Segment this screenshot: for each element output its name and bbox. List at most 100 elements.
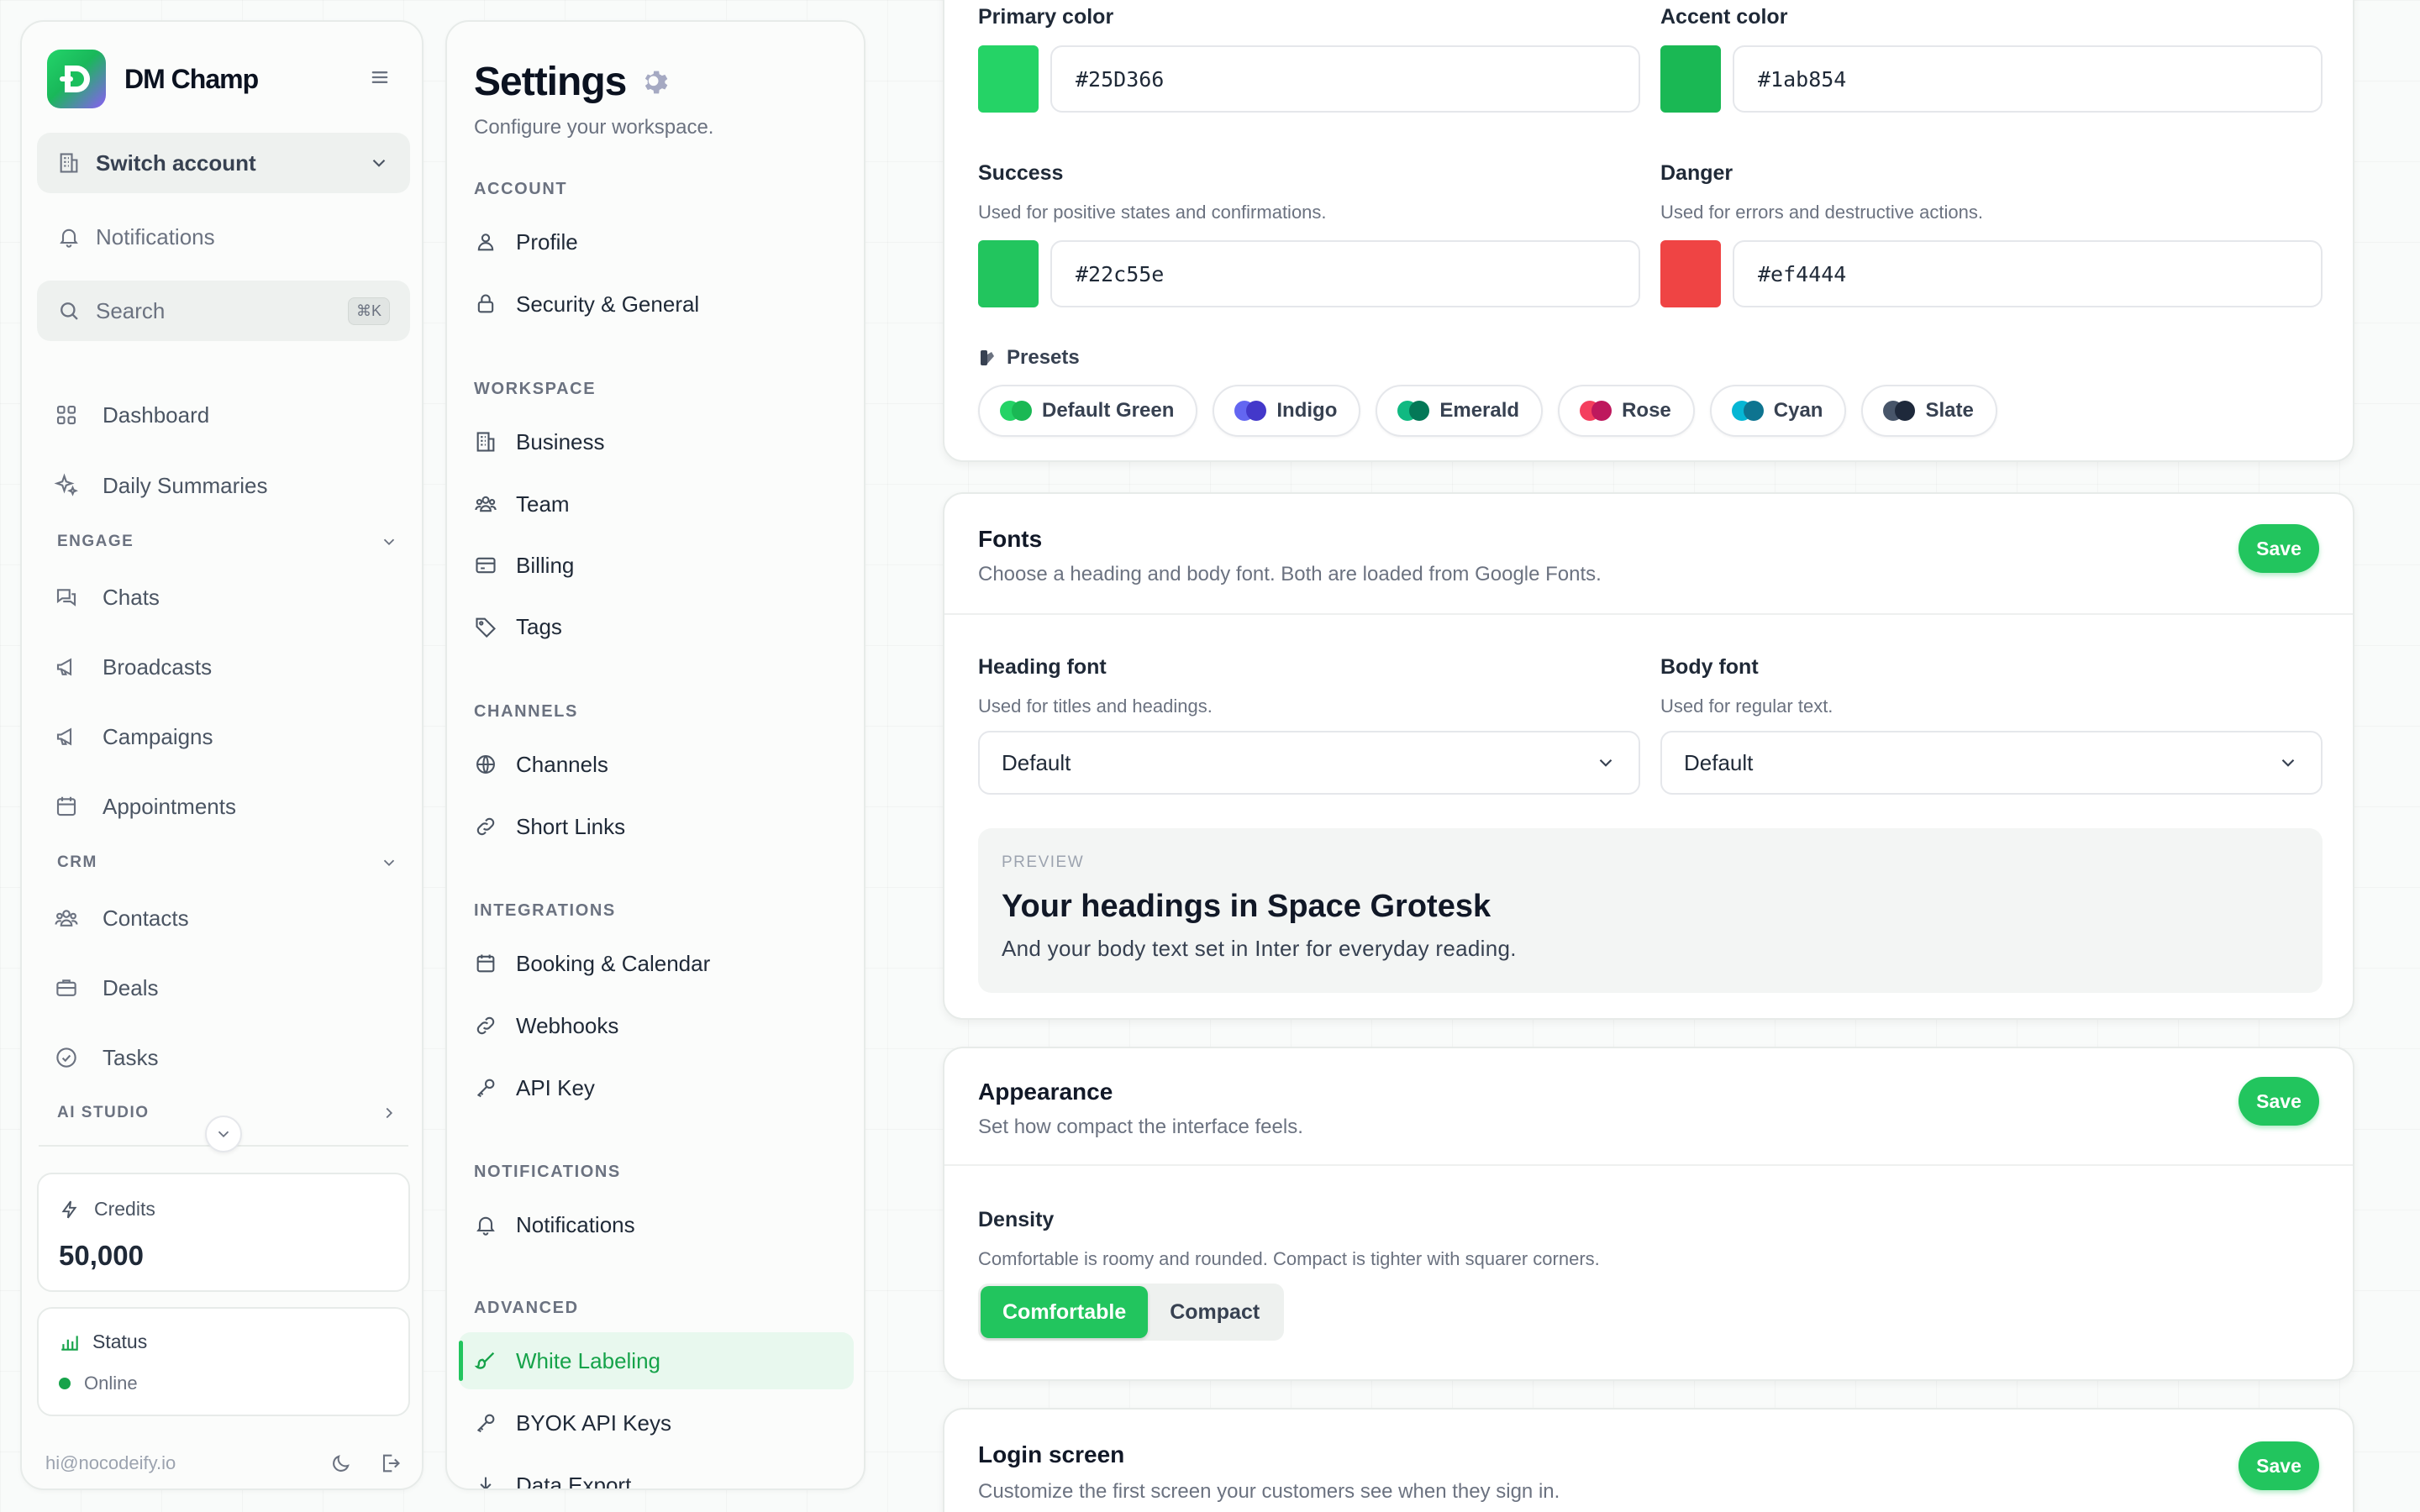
settings-item-label: Team (516, 491, 570, 517)
heading-font-select[interactable]: Default (978, 731, 1640, 795)
sidebar-search[interactable]: Search ⌘K (37, 281, 410, 341)
sidebar-item-appointments[interactable]: Appointments (54, 781, 407, 832)
settings-item-label: Profile (516, 228, 578, 255)
sidebar-item-tasks[interactable]: Tasks (54, 1032, 407, 1083)
bar-chart-icon (59, 1331, 81, 1353)
settings-item-white-labeling[interactable]: White Labeling (459, 1332, 854, 1389)
settings-item-business[interactable]: Business (459, 413, 854, 470)
nav-label: Contacts (103, 905, 189, 931)
preset-chip-emerald[interactable]: Emerald (1376, 385, 1544, 437)
section-ai-studio[interactable]: AI STUDIO (57, 1104, 410, 1122)
settings-item-label: API Key (516, 1074, 595, 1100)
credits-label: Credits (94, 1198, 155, 1220)
group-account: ACCOUNT (474, 180, 568, 198)
accent-color-input[interactable]: #1ab854 (1733, 45, 2323, 113)
sidebar-item-campaigns[interactable]: Campaigns (54, 711, 407, 762)
sidebar-item-chats[interactable]: Chats (54, 572, 407, 622)
sidebar-item-contacts[interactable]: Contacts (54, 893, 407, 943)
preset-chip-default-green[interactable]: Default Green (978, 385, 1198, 437)
fonts-panel: Fonts Choose a heading and body font. Bo… (943, 492, 2354, 1020)
preset-name: Emerald (1439, 399, 1520, 422)
switch-account-button[interactable]: Switch account (37, 133, 410, 193)
lightning-icon (59, 1199, 81, 1221)
sidebar-notifications[interactable]: Notifications (37, 207, 410, 267)
scroll-down-button[interactable] (205, 1116, 242, 1152)
success-color-swatch[interactable] (978, 240, 1039, 307)
appearance-save-button[interactable]: Save (2238, 1077, 2319, 1126)
sidebar-item-dashboard[interactable]: Dashboard (54, 390, 407, 440)
density-option-comfortable[interactable]: Comfortable (981, 1286, 1149, 1338)
group-channels: CHANNELS (474, 702, 578, 721)
settings-item-tags[interactable]: Tags (459, 598, 854, 655)
logout-icon[interactable] (378, 1452, 402, 1475)
fonts-title: Fonts (978, 526, 1043, 552)
preset-chip-slate[interactable]: Slate (1861, 385, 1997, 437)
settings-item-profile[interactable]: Profile (459, 213, 854, 270)
nav-label: Dashboard (103, 402, 210, 428)
density-label: Density (978, 1208, 1055, 1231)
sidebar-item-deals[interactable]: Deals (54, 963, 407, 1013)
preset-dots (1397, 401, 1430, 421)
settings-item-label: BYOK API Keys (516, 1410, 671, 1436)
sidebar-item-daily-summaries[interactable]: Daily Summaries (54, 460, 407, 511)
status-value: Online (84, 1373, 138, 1394)
menu-toggle-icon[interactable] (368, 66, 392, 89)
settings-item-api-key[interactable]: API Key (459, 1059, 854, 1116)
settings-item-byok[interactable]: BYOK API Keys (459, 1394, 854, 1452)
moon-icon[interactable] (329, 1452, 353, 1475)
notifications-label: Notifications (96, 223, 215, 249)
chevron-down-icon (380, 533, 398, 551)
preset-chip-rose[interactable]: Rose (1558, 385, 1695, 437)
settings-item-security[interactable]: Security & General (459, 276, 854, 333)
building-icon (474, 430, 497, 454)
sidebar-item-broadcasts[interactable]: Broadcasts (54, 642, 407, 692)
group-workspace: WORKSPACE (474, 380, 597, 398)
font-preview: PREVIEW Your headings in Space Grotesk A… (978, 828, 2323, 993)
chevron-down-icon (1595, 752, 1617, 774)
accent-color-swatch[interactable] (1660, 45, 1721, 113)
section-crm[interactable]: CRM (57, 853, 410, 872)
settings-title: Settings (474, 59, 673, 105)
preset-chip-cyan[interactable]: Cyan (1709, 385, 1847, 437)
credits-value: 50,000 (59, 1240, 144, 1271)
credits-card: Credits 50,000 (37, 1173, 410, 1292)
brand[interactable]: DM Champ (47, 47, 400, 111)
settings-item-webhooks[interactable]: Webhooks (459, 997, 854, 1054)
fonts-save-button[interactable]: Save (2238, 524, 2319, 573)
settings-item-notifications[interactable]: Notifications (459, 1196, 854, 1253)
login-title: Login screen (978, 1441, 1125, 1467)
settings-subtitle: Configure your workspace. (474, 116, 714, 139)
settings-item-data-export[interactable]: Data Export (459, 1457, 854, 1488)
preset-name: Rose (1622, 399, 1671, 422)
search-input[interactable]: Search (96, 297, 166, 323)
calendar-icon (54, 794, 79, 819)
megaphone-icon (54, 654, 79, 680)
success-color-input[interactable]: #22c55e (1050, 240, 1640, 307)
sparkles-icon (54, 473, 79, 498)
login-screen-panel: Login screen Customize the first screen … (943, 1408, 2354, 1512)
accent-color-label: Accent color (1660, 5, 1788, 29)
paintbrush-icon (474, 1349, 497, 1373)
danger-color-swatch[interactable] (1660, 240, 1721, 307)
settings-item-billing[interactable]: Billing (459, 537, 854, 594)
settings-item-short-links[interactable]: Short Links (459, 798, 854, 855)
settings-item-channels[interactable]: Channels (459, 736, 854, 793)
preset-dots (1234, 401, 1267, 421)
app-sidebar: DM Champ Switch account Notifications Se… (20, 20, 424, 1490)
settings-item-label: Business (516, 428, 605, 454)
login-save-button[interactable]: Save (2238, 1441, 2319, 1490)
settings-item-booking-calendar[interactable]: Booking & Calendar (459, 935, 854, 992)
nav-label: Deals (103, 974, 159, 1000)
presets-list: Default Green Indigo Emerald Rose Cyan S… (978, 385, 1997, 437)
primary-color-swatch[interactable] (978, 45, 1039, 113)
primary-color-input[interactable]: #25D366 (1050, 45, 1640, 113)
body-font-label: Body font (1660, 655, 1759, 679)
dm-champ-logo-icon (47, 50, 106, 108)
body-font-select[interactable]: Default (1660, 731, 2323, 795)
preset-name: Cyan (1773, 399, 1823, 422)
danger-color-input[interactable]: #ef4444 (1733, 240, 2323, 307)
preset-chip-indigo[interactable]: Indigo (1213, 385, 1361, 437)
density-option-compact[interactable]: Compact (1170, 1299, 1260, 1324)
section-engage[interactable]: ENGAGE (57, 533, 410, 551)
settings-item-team[interactable]: Team (459, 475, 854, 533)
